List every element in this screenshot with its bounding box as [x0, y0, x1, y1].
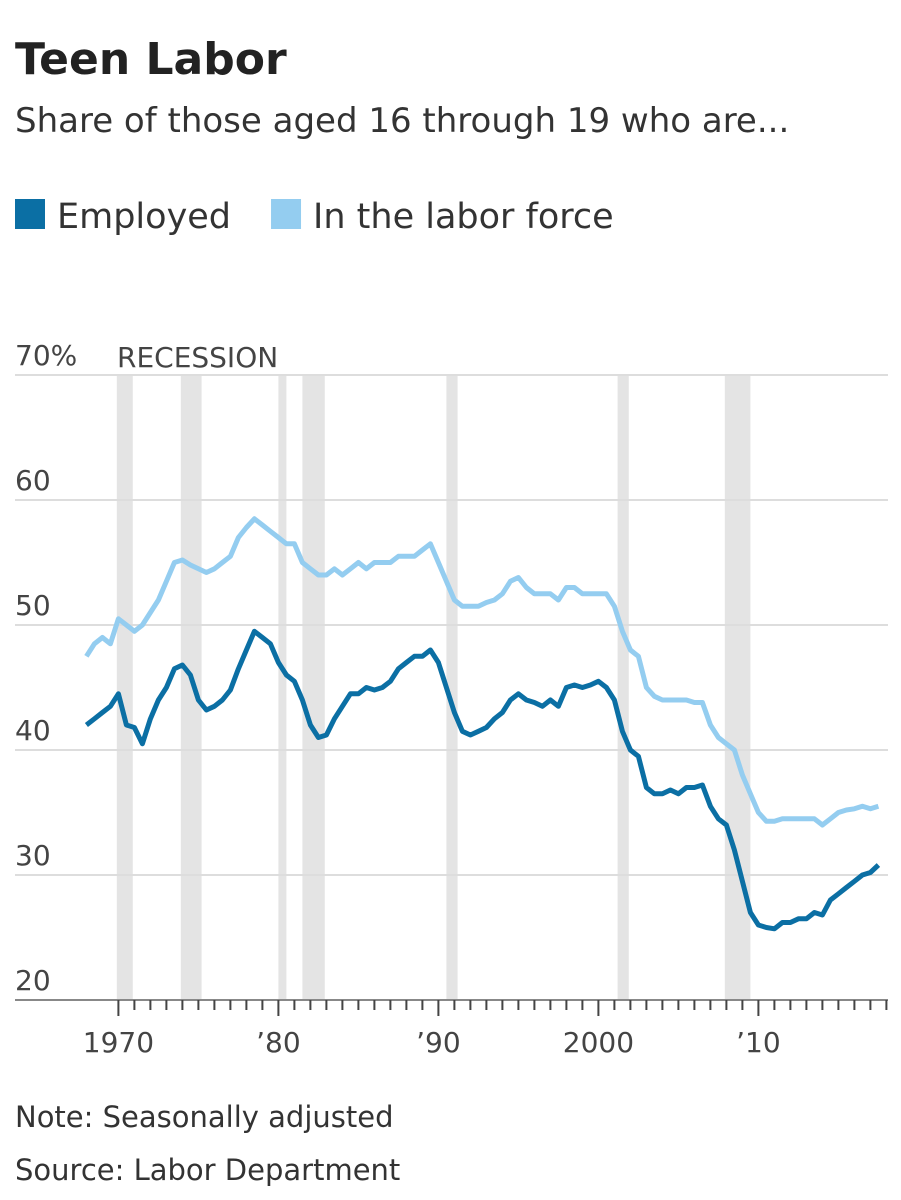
recession-band: [617, 375, 629, 1000]
recession-band: [278, 375, 287, 1000]
label-bg: [13, 710, 55, 748]
legend-label: In the labor force: [313, 197, 614, 237]
label-bg: [13, 835, 55, 873]
chart-subtitle: Share of those aged 16 through 19 who ar…: [15, 101, 789, 141]
label-bg: [13, 585, 55, 623]
label-bg: [13, 335, 82, 373]
recession-label-bg: [112, 336, 288, 374]
y-tick-label: 50: [15, 589, 51, 622]
y-tick-label: 70%: [15, 339, 77, 372]
legend-swatch: [271, 199, 302, 229]
y-tick-label: 40: [15, 714, 51, 747]
legend-swatch: [15, 199, 45, 229]
y-tick-label: 20: [15, 964, 51, 997]
note: Note: Seasonally adjusted: [15, 1100, 394, 1134]
source: Source: Labor Department: [15, 1153, 400, 1187]
series-line: [84, 628, 881, 932]
label-bg: [13, 460, 55, 498]
x-tick-label: ’80: [256, 1026, 301, 1059]
recession-band: [116, 375, 133, 1000]
chart-title: Teen Labor: [15, 34, 287, 85]
legend-label: Employed: [57, 197, 231, 237]
recession-band: [446, 375, 458, 1000]
recession-band: [180, 375, 202, 1000]
y-tick-label: 30: [15, 839, 51, 872]
recession-label: RECESSION: [117, 341, 278, 374]
x-tick-label: 2000: [563, 1026, 634, 1059]
x-tick-label: ’90: [416, 1026, 461, 1059]
y-tick-label: 60: [15, 464, 51, 497]
x-tick-label: ’10: [736, 1026, 781, 1059]
x-tick-label: 1970: [83, 1026, 154, 1059]
series-line: [84, 516, 880, 828]
recession-band: [302, 375, 325, 1000]
